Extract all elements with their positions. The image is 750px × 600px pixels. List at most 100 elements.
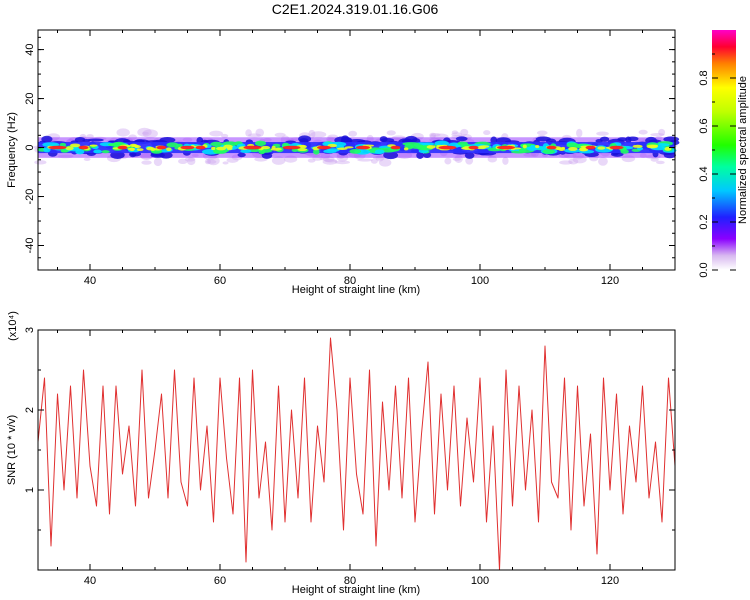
spectrogram-green-blob <box>313 148 320 155</box>
spectrogram-halo <box>598 157 608 166</box>
snr-x-tick-label: 100 <box>471 575 489 587</box>
spectrogram-halo <box>502 156 509 165</box>
spectrogram-halo <box>209 130 223 137</box>
spectrogram-halo <box>370 158 378 164</box>
snr-x-tick-label: 60 <box>214 575 226 587</box>
colorbar-tick-label: 0.4 <box>698 166 710 181</box>
spectrogram-halo <box>324 159 338 163</box>
spectrogram-green-blob <box>101 150 110 154</box>
spectrogram-halo <box>444 157 452 165</box>
spectrogram-halo <box>460 128 469 136</box>
snr-line-group <box>37 337 676 571</box>
spectrogram-yellow-blob <box>134 145 141 149</box>
spectrogram-yellow-blob <box>426 145 436 149</box>
spectrogram-x-tick-label: 80 <box>344 275 356 287</box>
spectrogram-y-tick-label: -20 <box>24 189 36 205</box>
spectrogram-green-blob <box>349 149 361 154</box>
spectrogram-blue-blob <box>464 152 475 159</box>
spectrogram-blue-blob <box>599 136 610 142</box>
snr-y-tick-label: 3 <box>24 327 36 333</box>
spectrogram-green-blob <box>210 141 223 147</box>
spectrogram-yellow-blob <box>70 143 81 148</box>
spectrogram-x-axis-label: Height of straight line (km) <box>292 284 420 296</box>
spectrogram-halo <box>153 157 163 167</box>
spectrogram-blue-blob <box>379 136 388 143</box>
spectrogram-halo <box>221 133 229 138</box>
spectrogram-halo <box>596 131 609 136</box>
spectrogram-yellow-blob <box>226 146 233 151</box>
spectrogram-y-tick-label: -40 <box>24 238 36 254</box>
spectrogram-y-tick-label: 0 <box>24 144 36 150</box>
spectrogram-halo <box>379 158 392 167</box>
spectrogram-halo <box>245 129 252 137</box>
spectrogram-band <box>32 127 680 167</box>
colorbar-gradient <box>712 30 736 270</box>
spectrogram-yellow-blob <box>129 147 135 152</box>
snr-panel: 40 60 80 100 120 1 2 3 Height of straight line … <box>6 311 676 596</box>
spectrogram-yellow-blob <box>270 147 282 151</box>
spectrogram-yellow-blob <box>597 146 606 150</box>
spectrogram-x-tick-label: 40 <box>84 275 96 287</box>
spectrogram-blue-blob <box>625 136 632 144</box>
spectrogram-halo <box>141 160 152 165</box>
spectrogram-y-axis-label: Frequency (Hz) <box>6 112 18 188</box>
spectrogram-yellow-blob <box>65 146 74 151</box>
colorbar-label: Normalized spectral amplitude <box>737 76 749 224</box>
spectrogram-hot-spot <box>438 145 457 150</box>
spectrogram-y-tick-label: 20 <box>24 92 36 104</box>
spectrogram-hot-spot <box>468 145 479 150</box>
spectrogram-hot-spot <box>390 145 401 150</box>
spectrogram-halo <box>34 160 47 165</box>
spectrogram-halo <box>357 158 373 162</box>
snr-plot-area <box>38 330 675 570</box>
spectrogram-hot-spot <box>356 145 370 150</box>
spectrogram-hot-spot <box>243 145 262 150</box>
spectrogram-halo <box>207 156 220 166</box>
spectrogram-hot-spot <box>156 145 167 150</box>
spectrogram-yellow-blob <box>146 146 154 151</box>
spectrogram-halo <box>204 159 211 165</box>
spectrogram-halo <box>658 128 666 136</box>
spectrogram-green-blob <box>542 149 556 154</box>
colorbar-tick-label: 0.2 <box>698 214 710 229</box>
spectrogram-halo <box>137 127 152 137</box>
spectrogram-halo <box>307 158 316 163</box>
spectrogram-blue-blob <box>237 152 246 158</box>
spectrogram-hot-spot <box>180 145 195 150</box>
snr-y-multiplier: (x10⁴) <box>7 311 19 341</box>
spectrogram-blue-blob <box>74 136 86 143</box>
spectrogram-hot-spot <box>78 145 89 150</box>
spectrogram-yellow-blob <box>211 146 216 151</box>
spectrogram-green-blob <box>93 149 102 154</box>
spectrogram-blue-blob <box>87 138 104 142</box>
snr-ticks: 40 60 80 100 120 1 2 3 <box>24 327 676 587</box>
colorbar-tick-label: 0.0 <box>698 262 710 277</box>
spectrogram-halo <box>348 130 358 137</box>
spectrogram-yellow-blob <box>478 145 490 148</box>
spectrogram-halo <box>255 128 265 137</box>
spectrogram-blue-blob <box>416 151 424 159</box>
spectrogram-yellow-blob <box>568 146 578 151</box>
spectrogram-green-blob <box>566 142 579 148</box>
spectrogram-yellow-blob <box>136 148 144 152</box>
spectrogram-hot-spot <box>317 145 331 150</box>
spectrogram-halo <box>650 157 659 162</box>
snr-series-line <box>37 337 676 571</box>
spectrogram-hot-spot <box>497 145 515 150</box>
spectrogram-hot-spot <box>117 145 128 150</box>
spectrogram-ticks: 40 60 80 100 120 -40 -20 0 20 40 <box>24 30 676 287</box>
spectrogram-halo <box>638 129 648 135</box>
spectrogram-halo <box>178 158 188 164</box>
spectrogram-halo <box>322 159 338 165</box>
spectrogram-green-blob <box>254 140 267 147</box>
snr-x-axis-label: Height of straight line (km) <box>292 584 420 596</box>
spectrogram-yellow-blob <box>216 146 226 151</box>
spectrogram-green-blob <box>240 149 252 153</box>
spectrogram-blue-blob <box>663 152 676 159</box>
spectrogram-halo <box>142 131 149 135</box>
spectrogram-halo <box>656 160 665 165</box>
spectrogram-green-blob <box>402 142 420 146</box>
spectrogram-blue-blob <box>617 137 628 142</box>
spectrogram-yellow-blob <box>297 148 308 152</box>
spectrogram-yellow-blob <box>166 147 172 152</box>
